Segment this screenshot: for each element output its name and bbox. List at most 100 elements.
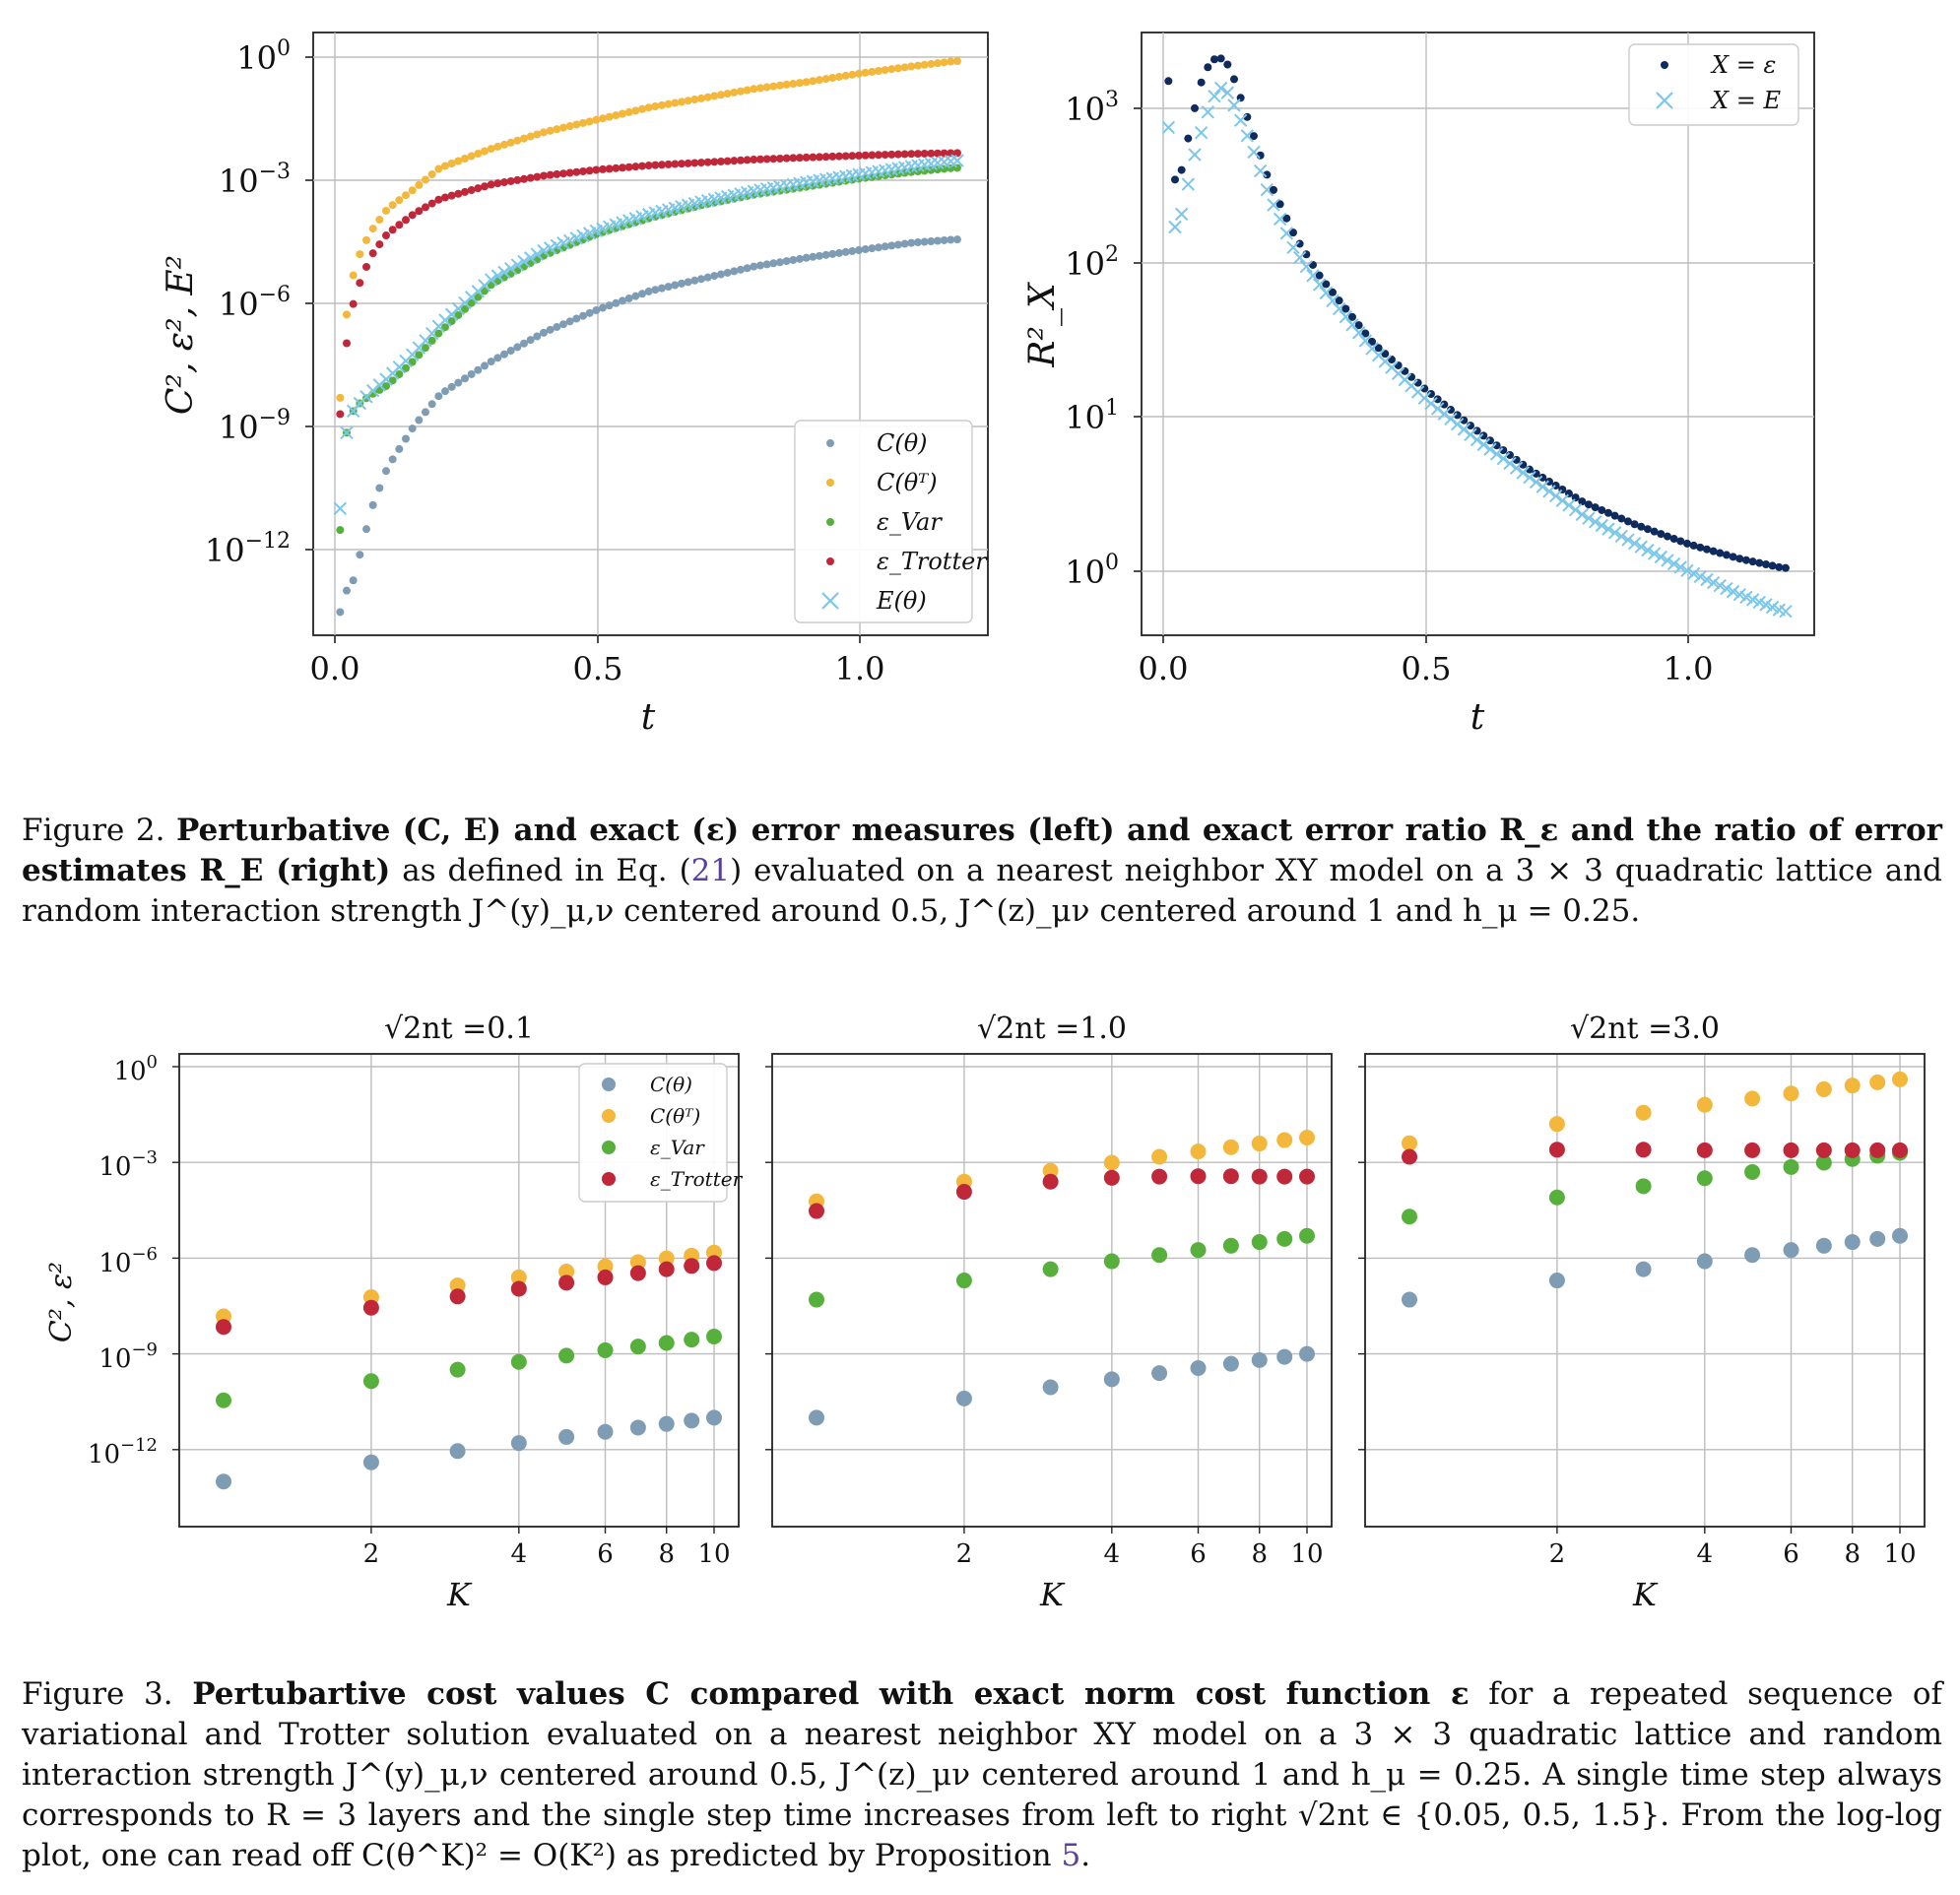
equation-reference-link[interactable]: 21 <box>690 853 731 888</box>
data-point-ratio-e <box>1706 575 1721 590</box>
data-point-e- <box>510 258 525 272</box>
data-point--trotter <box>395 221 404 229</box>
data-point-ratio-epsilon <box>1354 321 1363 330</box>
data-point--trotter <box>815 153 823 162</box>
data-point-ratio-epsilon <box>1269 185 1277 194</box>
data-point-c- <box>375 484 384 492</box>
data-point-ratio-epsilon <box>1696 543 1705 552</box>
data-point--trotter <box>612 163 621 172</box>
data-point-c- <box>553 125 561 134</box>
data-point--var <box>1103 1253 1120 1270</box>
data-point-e- <box>340 425 354 439</box>
fig3-panel-title: √2nt =1.0 <box>977 1012 1127 1046</box>
data-point-ratio-e <box>1641 543 1655 557</box>
data-point-ratio-e <box>1201 105 1215 119</box>
data-point--var <box>336 526 345 535</box>
figure-3-plots: C², ε² 100 10−3 10−6 10−9 10−12 2 4 6 8 10 √2… <box>44 1012 1926 1613</box>
fig3-legend-label: C(θ) <box>650 1073 692 1096</box>
data-point-c- <box>834 72 843 81</box>
data-point-ratio-epsilon <box>1544 477 1553 486</box>
data-point-c- <box>519 339 528 348</box>
data-point--trotter <box>710 158 719 166</box>
data-point--trotter <box>381 231 390 240</box>
data-point-c- <box>381 467 390 476</box>
fig3-panel-title: √2nt =3.0 <box>1570 1012 1720 1046</box>
data-point-c- <box>1548 1273 1565 1289</box>
data-point-c- <box>841 247 850 256</box>
data-point-c- <box>1815 1237 1832 1254</box>
data-point--trotter <box>658 1261 675 1277</box>
data-point--trotter <box>578 166 587 175</box>
data-point--trotter <box>706 1255 722 1272</box>
data-point--trotter <box>342 339 351 348</box>
data-point--trotter <box>834 152 843 161</box>
data-point-c- <box>585 308 594 317</box>
data-point--var <box>401 363 410 372</box>
data-point-c- <box>947 235 955 244</box>
data-point-c- <box>874 243 882 252</box>
data-point-ratio-epsilon <box>1453 411 1462 420</box>
data-point-c- <box>703 273 712 282</box>
fig3-ytick: 10−12 <box>88 1435 158 1470</box>
data-point-c- <box>558 1264 575 1280</box>
data-point--trotter <box>480 182 489 191</box>
data-point-ratio-epsilon <box>1709 547 1718 555</box>
data-point-c- <box>1190 1144 1207 1160</box>
figure-3-caption: Figure 3. Pertubartive cost values C com… <box>22 1674 1942 1876</box>
fig3-xtick: 6 <box>597 1539 614 1569</box>
data-point--trotter <box>624 163 633 171</box>
data-point-ratio-epsilon <box>1663 532 1671 541</box>
fig3-legend-label: ε_Trotter <box>650 1167 744 1191</box>
data-point--var <box>1402 1209 1417 1225</box>
data-point-c- <box>940 58 948 67</box>
data-point--trotter <box>1815 1142 1832 1158</box>
data-point--var <box>1042 1261 1059 1277</box>
data-point-ratio-e <box>1548 489 1563 503</box>
data-point-c- <box>821 75 830 84</box>
fig3-panel-frame <box>771 1053 1333 1528</box>
data-point-ratio-e <box>1542 485 1556 498</box>
data-point--trotter <box>1103 1169 1120 1186</box>
data-point-c- <box>368 500 377 509</box>
data-point-c- <box>349 271 358 280</box>
data-point-ratio-epsilon <box>1741 555 1750 564</box>
data-point-c- <box>572 314 581 323</box>
data-point-c- <box>664 99 673 108</box>
data-point-c- <box>585 117 594 126</box>
data-point--trotter <box>920 149 929 158</box>
data-point-c- <box>775 258 784 267</box>
fig2-right-data-marks <box>1161 54 1793 619</box>
data-point-ratio-epsilon <box>1610 511 1619 520</box>
data-point-c- <box>651 286 660 294</box>
data-point--var <box>1783 1158 1799 1175</box>
fig2-left-xtick: 0.0 <box>310 650 360 687</box>
data-point--trotter <box>730 157 739 165</box>
data-point--var <box>597 1341 614 1358</box>
data-point-c- <box>893 240 902 249</box>
data-point-c- <box>526 336 535 345</box>
fig3-xtick: 10 <box>1883 1539 1916 1569</box>
data-point--trotter <box>1783 1142 1799 1158</box>
data-point-ratio-e <box>1306 269 1320 283</box>
data-point-e- <box>484 273 498 287</box>
data-point-ratio-epsilon <box>1682 539 1691 548</box>
data-point-ratio-e <box>1607 526 1622 540</box>
data-point--trotter <box>427 199 436 208</box>
data-point--trotter <box>597 1269 614 1285</box>
fig2-left-ytick: 100 <box>236 36 291 77</box>
data-point-c- <box>361 235 370 244</box>
data-point--trotter <box>677 160 686 168</box>
data-point--trotter <box>447 191 456 200</box>
data-point-ratio-epsilon <box>1637 522 1646 531</box>
data-point--var <box>1548 1189 1565 1206</box>
data-point-c- <box>762 83 771 92</box>
data-point-c- <box>434 164 443 173</box>
fig3-xtick: 6 <box>1783 1539 1799 1569</box>
data-point--trotter <box>696 159 705 167</box>
data-point-c- <box>736 265 745 274</box>
data-point-ratio-epsilon <box>1630 520 1639 529</box>
data-point-ratio-e <box>1562 498 1576 512</box>
data-point-ratio-e <box>1555 493 1570 507</box>
data-point-ratio-epsilon <box>1643 525 1652 534</box>
proposition-reference-link[interactable]: 5 <box>1061 1838 1081 1873</box>
